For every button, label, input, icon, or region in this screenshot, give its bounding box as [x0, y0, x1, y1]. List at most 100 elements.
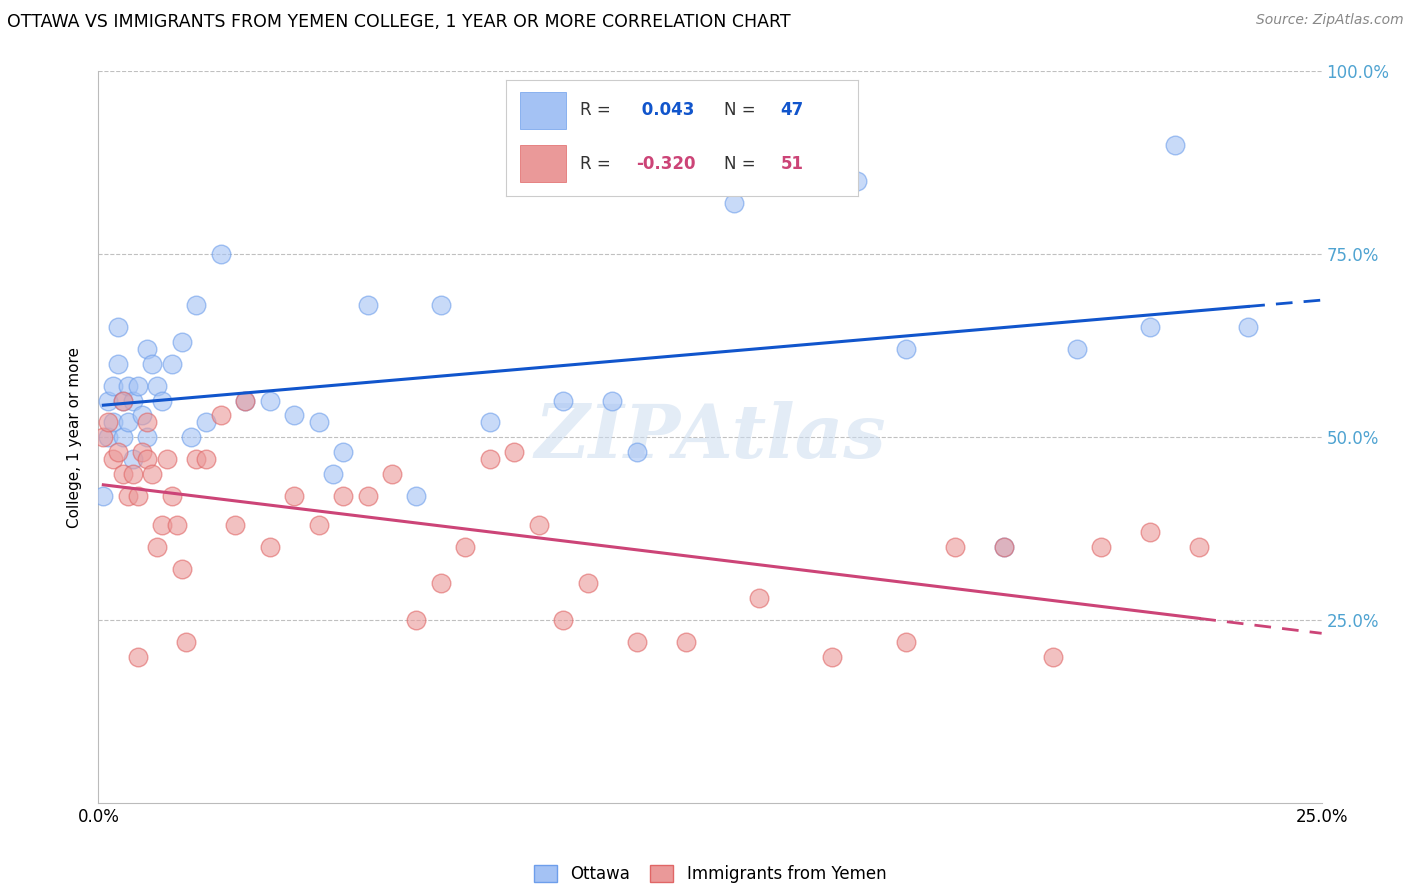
Point [141, 357, 163, 371]
Point [160, 357, 183, 371]
Point [121, 393, 143, 408]
Point [127, 489, 149, 503]
Point [1139, 525, 1161, 540]
Point [136, 343, 159, 357]
Point [97, 430, 120, 444]
Point [117, 379, 139, 393]
Point [626, 635, 648, 649]
Point [1090, 540, 1112, 554]
Point [107, 357, 129, 371]
Point [91, 430, 114, 444]
Point [111, 430, 134, 444]
Point [943, 540, 966, 554]
Point [166, 517, 188, 532]
Point [405, 613, 427, 627]
Point [993, 540, 1015, 554]
Point [111, 393, 134, 408]
Point [1042, 649, 1064, 664]
Point [195, 452, 218, 467]
Point [405, 489, 427, 503]
Point [308, 517, 330, 532]
Point [111, 393, 134, 408]
Point [209, 247, 232, 261]
Point [101, 379, 124, 393]
Point [430, 576, 453, 591]
Y-axis label: College, 1 year or more: College, 1 year or more [67, 347, 83, 527]
Point [127, 649, 149, 664]
FancyBboxPatch shape [520, 145, 565, 182]
Point [176, 635, 198, 649]
Point [527, 517, 550, 532]
Point [111, 467, 134, 481]
Point [101, 416, 124, 430]
Point [308, 416, 330, 430]
Point [107, 444, 129, 458]
Point [1066, 343, 1088, 357]
Point [675, 635, 697, 649]
Point [478, 452, 501, 467]
Point [748, 591, 770, 605]
Point [107, 320, 129, 334]
Point [381, 467, 404, 481]
Point [894, 635, 917, 649]
Point [894, 343, 917, 357]
Point [553, 613, 575, 627]
Point [1164, 137, 1187, 152]
Point [156, 452, 179, 467]
Point [121, 452, 143, 467]
Text: ZIPAtlas: ZIPAtlas [534, 401, 886, 474]
Text: N =: N = [724, 102, 755, 120]
Point [136, 452, 159, 467]
Point [1139, 320, 1161, 334]
Point [283, 408, 305, 422]
Text: 51: 51 [780, 155, 803, 173]
Point [121, 467, 143, 481]
Point [993, 540, 1015, 554]
Point [821, 649, 844, 664]
Point [1188, 540, 1211, 554]
Point [845, 174, 868, 188]
Point [209, 408, 232, 422]
Point [332, 489, 354, 503]
Point [131, 444, 153, 458]
Text: R =: R = [579, 155, 610, 173]
Point [723, 196, 745, 211]
Legend: Ottawa, Immigrants from Yemen: Ottawa, Immigrants from Yemen [527, 858, 893, 889]
Point [224, 517, 246, 532]
Point [478, 416, 501, 430]
Point [332, 444, 354, 458]
Point [356, 298, 378, 312]
Point [136, 430, 159, 444]
Point [170, 562, 193, 576]
Point [259, 393, 281, 408]
Text: OTTAWA VS IMMIGRANTS FROM YEMEN COLLEGE, 1 YEAR OR MORE CORRELATION CHART: OTTAWA VS IMMIGRANTS FROM YEMEN COLLEGE,… [7, 13, 790, 31]
Point [233, 393, 256, 408]
Point [454, 540, 477, 554]
Point [186, 298, 208, 312]
Point [626, 444, 648, 458]
Point [146, 379, 169, 393]
Point [117, 416, 139, 430]
Point [283, 489, 305, 503]
Point [180, 430, 202, 444]
FancyBboxPatch shape [520, 92, 565, 129]
Point [97, 393, 120, 408]
Point [195, 416, 218, 430]
Text: 0.043: 0.043 [636, 102, 695, 120]
Point [186, 452, 208, 467]
Point [150, 517, 173, 532]
Point [170, 334, 193, 349]
Point [146, 540, 169, 554]
Point [141, 467, 163, 481]
Text: Source: ZipAtlas.com: Source: ZipAtlas.com [1256, 13, 1403, 28]
Point [97, 416, 120, 430]
Text: N =: N = [724, 155, 755, 173]
Point [136, 416, 159, 430]
Point [1237, 320, 1260, 334]
Point [503, 444, 526, 458]
Point [600, 393, 623, 408]
Point [150, 393, 173, 408]
Point [322, 467, 344, 481]
Point [127, 379, 149, 393]
Point [101, 452, 124, 467]
